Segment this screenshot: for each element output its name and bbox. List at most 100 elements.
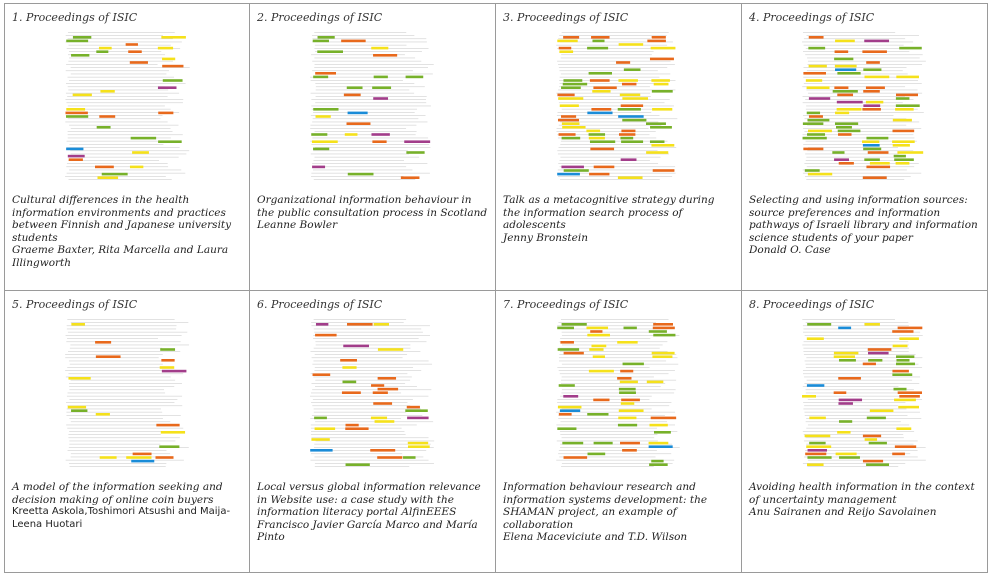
highlight-mark [807, 133, 826, 136]
text-line [70, 421, 171, 423]
page-thumbnail[interactable] [546, 28, 686, 183]
highlight-mark [618, 115, 644, 118]
paper-title[interactable]: Selecting and using information sources:… [749, 194, 978, 244]
page-thumbnail[interactable] [792, 28, 932, 183]
paper-card-2[interactable]: 2. Proceedings of ISIC Organizational in… [250, 4, 496, 291]
paper-title[interactable]: Avoiding health information in the conte… [749, 481, 975, 506]
page-thumbnail[interactable] [300, 315, 440, 470]
highlight-mark [343, 93, 361, 97]
paper-card-1[interactable]: 1. Proceedings of ISIC Cultural differen… [5, 4, 250, 291]
highlight-mark [132, 151, 149, 154]
text-line [805, 453, 911, 455]
highlight-mark [804, 169, 820, 172]
text-line [67, 331, 188, 333]
text-line [68, 108, 171, 110]
page-thumbnail[interactable] [55, 28, 195, 183]
text-line [311, 54, 405, 56]
card-heading: 4. Proceedings of ISIC [749, 11, 875, 24]
text-line [802, 431, 915, 432]
paper-card-5[interactable]: 5. Proceedings of ISIC A model of the in… [5, 291, 250, 572]
highlight-mark [807, 323, 832, 326]
highlight-mark [802, 136, 827, 140]
text-line [65, 70, 170, 72]
text-line [806, 89, 918, 91]
highlight-mark [311, 140, 338, 143]
paper-card-3[interactable]: 3. Proceedings of ISIC Talk as a metacog… [496, 4, 742, 291]
text-line [803, 38, 906, 40]
highlight-mark [66, 39, 89, 43]
page-thumbnail[interactable] [300, 28, 440, 183]
highlight-mark [593, 441, 613, 445]
highlight-mark [587, 452, 606, 456]
text-line [70, 379, 176, 381]
highlight-mark [895, 162, 910, 165]
page-thumbnail[interactable] [792, 315, 932, 470]
paper-card-4[interactable]: 4. Proceedings of ISIC Selecting and usi… [742, 4, 987, 291]
paper-title[interactable]: Talk as a metacognitive strategy during … [503, 194, 715, 231]
text-line [66, 402, 175, 403]
paper-title[interactable]: Local versus global information relevanc… [257, 481, 481, 518]
text-line [68, 179, 172, 180]
highlight-mark [373, 97, 389, 100]
text-line [312, 450, 427, 451]
paper-authors: Donald O. Case [749, 244, 831, 256]
text-line [314, 367, 414, 368]
text-line [558, 357, 678, 359]
highlight-mark [802, 122, 824, 125]
text-line [67, 131, 173, 132]
highlight-mark [95, 355, 121, 358]
highlight-mark [68, 377, 91, 380]
highlight-mark [593, 86, 617, 89]
highlight-mark [621, 398, 640, 402]
paper-title[interactable]: Information behaviour research and infor… [503, 481, 708, 531]
paper-card-6[interactable]: 6. Proceedings of ISIC Local versus glob… [250, 291, 496, 572]
paper-title[interactable]: Organizational information behaviour in … [257, 194, 488, 219]
paper-title[interactable]: Cultural differences in the health infor… [12, 194, 232, 244]
highlight-mark [557, 326, 574, 330]
paper-title[interactable]: A model of the information seeking and d… [12, 481, 223, 506]
paper-card-8[interactable]: 8. Proceedings of ISIC Avoiding health i… [742, 291, 987, 572]
highlight-mark [864, 39, 890, 43]
highlight-mark [862, 108, 881, 111]
text-line [559, 96, 651, 97]
highlight-mark [99, 456, 117, 459]
text-line [69, 440, 176, 442]
highlight-mark [590, 147, 615, 151]
text-line [559, 76, 660, 78]
highlight-mark [653, 323, 674, 326]
text-line [311, 105, 431, 107]
highlight-mark [618, 416, 637, 420]
text-line [805, 140, 917, 142]
text-line [310, 459, 429, 461]
paper-card-7[interactable]: 7. Proceedings of ISIC Information behav… [496, 291, 742, 572]
highlight-mark [868, 441, 887, 445]
text-line [315, 341, 427, 343]
card-heading: 5. Proceedings of ISIC [12, 298, 138, 311]
proceedings-grid: 1. Proceedings of ISIC Cultural differen… [4, 3, 988, 573]
highlight-mark [862, 434, 882, 438]
highlight-mark [372, 391, 388, 394]
highlight-mark [892, 330, 914, 333]
highlight-mark [805, 452, 827, 456]
text-line [804, 411, 920, 413]
highlight-mark [310, 449, 333, 452]
text-line [313, 376, 412, 378]
highlight-mark [867, 151, 889, 154]
text-line [65, 92, 180, 94]
highlight-mark [588, 136, 605, 140]
text-line [805, 437, 904, 439]
page-thumbnail[interactable] [546, 315, 686, 470]
page-thumbnail[interactable] [55, 315, 195, 470]
text-line [802, 344, 909, 346]
text-line [315, 83, 415, 84]
card-caption: Avoiding health information in the conte… [749, 481, 981, 519]
text-line [561, 376, 654, 378]
text-line [312, 389, 432, 391]
text-line [69, 156, 179, 158]
text-line [66, 415, 181, 416]
text-line [559, 351, 668, 352]
text-line [802, 331, 921, 333]
text-line [561, 54, 652, 56]
text-line [561, 392, 675, 394]
text-line [314, 44, 407, 46]
